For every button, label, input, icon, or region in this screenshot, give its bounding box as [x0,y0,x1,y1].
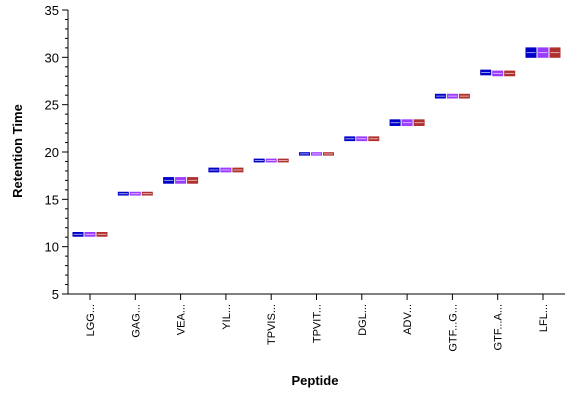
x-tick-label: GTF...A... [493,304,505,350]
y-tick-label: 30 [45,50,59,65]
y-tick-label: 10 [45,240,59,255]
y-tick-label: 35 [45,3,59,18]
x-tick-label: ADV... [402,304,414,335]
x-tick-label: GTF...G... [447,304,459,352]
x-axis-title: Peptide [292,373,339,388]
x-tick-label: LFL... [538,304,550,332]
labels: Retention Time Peptide [10,104,338,388]
x-tick-label: VEA... [176,304,188,335]
x-tick-label: GAG... [130,304,142,338]
x-tick-label: TPVIS... [266,304,278,345]
data-marks [72,47,561,237]
axes: 5 10 15 20 25 30 35 LGG... GAG... VEA... YIL... TPV… [45,3,565,352]
x-tick-label: DGL... [357,304,369,336]
y-tick-label: 5 [52,287,59,302]
y-tick-label: 25 [45,98,59,113]
x-tick-label: LGG... [85,304,97,336]
x-tick-label: TPVIT... [312,304,324,343]
y-tick-label: 20 [45,145,59,160]
y-tick-label: 15 [45,192,59,207]
x-tick-label: YIL... [221,304,233,330]
y-axis-title: Retention Time [10,104,25,198]
